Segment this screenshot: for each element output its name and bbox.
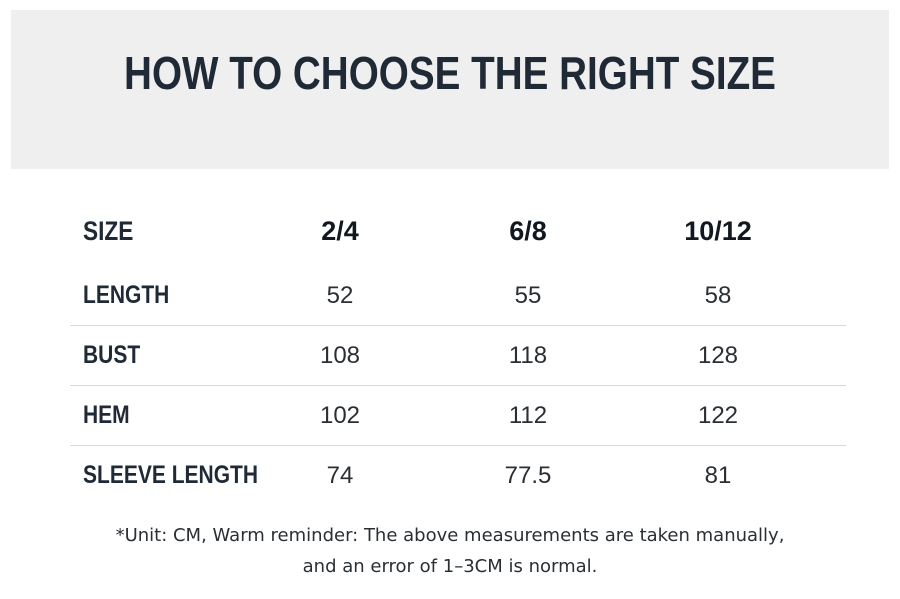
row-label: HEM (83, 401, 130, 429)
note-line-2: and an error of 1–3CM is normal. (302, 556, 598, 577)
table-cell: 118 (508, 341, 548, 369)
header-size-2-4: 2/4 (321, 216, 359, 246)
size-chart-table: SIZE 2/4 6/8 10/12 LENGTH 52 55 58 BUST … (70, 197, 846, 505)
table-cell: 102 (319, 401, 361, 429)
row-label: SLEEVE LENGTH (83, 461, 259, 489)
table-cell: 58 (704, 281, 732, 309)
note-line-1: *Unit: CM, Warm reminder: The above meas… (115, 525, 785, 546)
table-cell: 81 (704, 461, 732, 489)
header-size-6-8: 6/8 (509, 216, 547, 246)
table-cell: 112 (508, 401, 548, 429)
row-label: BUST (83, 341, 141, 369)
header-size-10-12: 10/12 (684, 216, 752, 246)
table-cell: 74 (326, 461, 354, 489)
table-row-hem: HEM 102 112 122 (70, 386, 846, 446)
table-row-length: LENGTH 52 55 58 (70, 266, 846, 326)
table-header-row: SIZE 2/4 6/8 10/12 (70, 197, 846, 266)
table-cell: 122 (697, 401, 739, 429)
table-cell: 128 (697, 341, 739, 369)
measurement-note: *Unit: CM, Warm reminder: The above meas… (0, 520, 900, 582)
page-title: HOW TO CHOOSE THE RIGHT SIZE (124, 47, 776, 99)
header-label-size: SIZE (83, 216, 134, 246)
row-label: LENGTH (83, 281, 170, 309)
table-row-sleeve-length: SLEEVE LENGTH 74 77.5 81 (70, 446, 846, 505)
title-banner: HOW TO CHOOSE THE RIGHT SIZE (11, 10, 889, 169)
table-cell: 55 (514, 281, 542, 309)
table-cell: 108 (319, 341, 361, 369)
table-cell: 77.5 (504, 461, 552, 489)
table-cell: 52 (326, 281, 354, 309)
table-row-bust: BUST 108 118 128 (70, 326, 846, 386)
